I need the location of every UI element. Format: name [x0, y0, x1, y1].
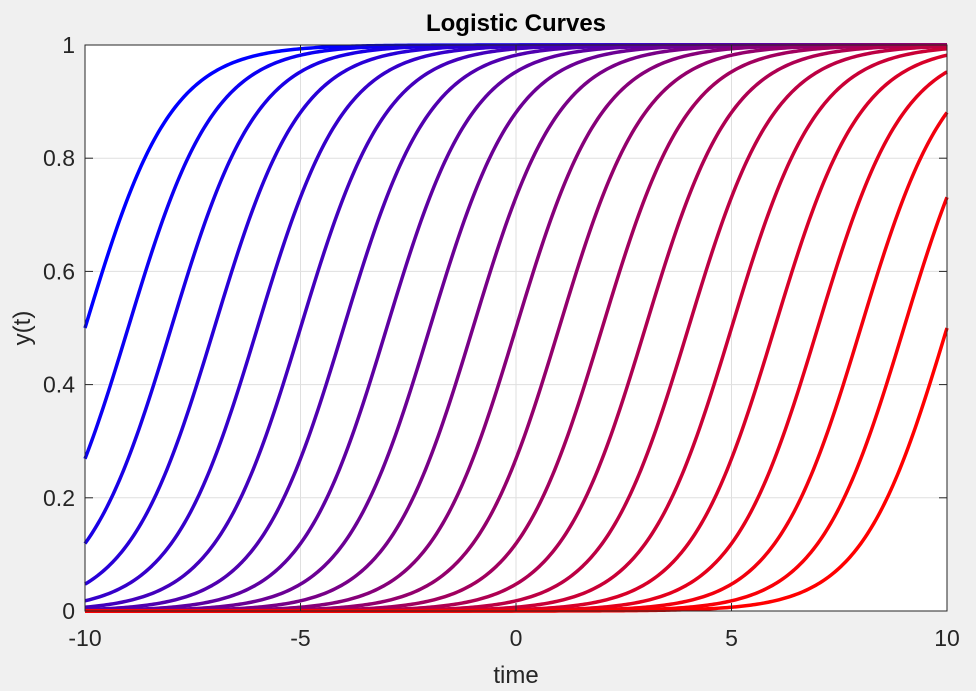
x-axis-label: time — [493, 662, 538, 689]
x-tick-label: 5 — [725, 625, 738, 651]
y-tick-label: 0.6 — [43, 258, 75, 284]
x-tick-label: -5 — [290, 625, 310, 651]
x-tick-label: 10 — [934, 625, 960, 651]
x-tick-label: -10 — [68, 625, 101, 651]
axis-ticks: -10 -5 0 5 10 0 0.2 0.4 0.6 0.8 1 — [43, 32, 960, 651]
y-tick-label: 0.8 — [43, 145, 75, 171]
y-tick-label: 0.2 — [43, 485, 75, 511]
x-tick-label: 0 — [510, 625, 523, 651]
y-tick-label: 0 — [62, 598, 75, 624]
chart-title: Logistic Curves — [426, 10, 606, 37]
y-axis-label: y(t) — [9, 311, 36, 346]
y-tick-label: 1 — [62, 32, 75, 58]
y-tick-label: 0.4 — [43, 372, 75, 398]
